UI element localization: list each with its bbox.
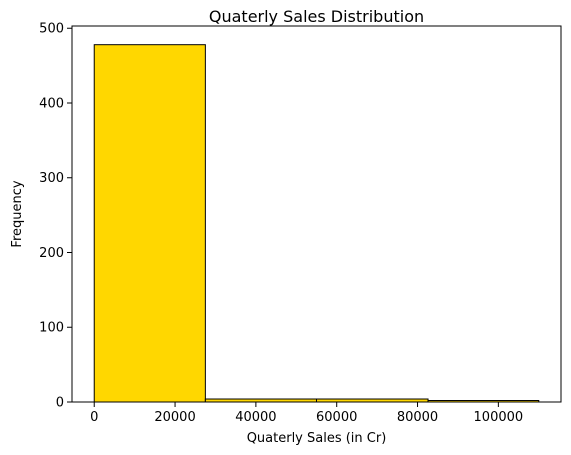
x-tick-label: 20000	[154, 410, 195, 425]
y-tick-label: 0	[56, 396, 64, 411]
x-tick-label: 60000	[316, 410, 357, 425]
histogram-bar-1	[94, 45, 205, 402]
x-axis-label: Quaterly Sales (in Cr)	[247, 431, 387, 446]
y-tick-label: 300	[39, 171, 64, 186]
chart-title: Quaterly Sales Distribution	[209, 7, 424, 26]
x-tick-label: 100000	[474, 410, 524, 425]
x-tick-label: 40000	[235, 410, 276, 425]
x-tick-label: 0	[90, 410, 98, 425]
y-tick-label: 200	[39, 246, 64, 261]
x-tick-label: 80000	[397, 410, 438, 425]
y-tick-label: 500	[39, 22, 64, 37]
y-tick-label: 400	[39, 96, 64, 111]
y-axis-label: Frequency	[10, 180, 25, 247]
y-tick-label: 100	[39, 321, 64, 336]
